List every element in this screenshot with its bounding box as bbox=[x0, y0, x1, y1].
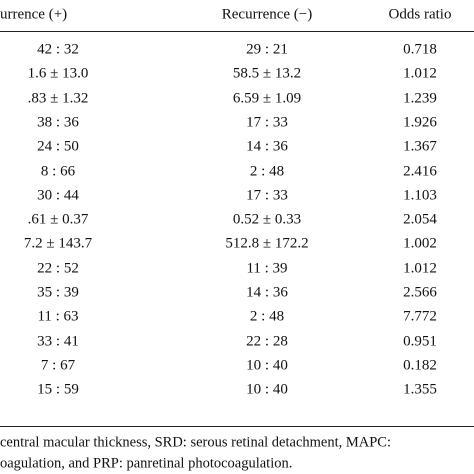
table-cell: 2 : 48 bbox=[249, 308, 285, 325]
footnote-line: central macular thickness, SRD: serous r… bbox=[0, 434, 392, 451]
table-cell: 1.012 bbox=[403, 65, 437, 82]
table-cell: 33 : 41 bbox=[37, 333, 79, 350]
table-cell: 1.012 bbox=[403, 260, 437, 277]
table-cell: 0.52 ± 0.33 bbox=[232, 211, 302, 228]
table-cell: 38 : 36 bbox=[37, 114, 79, 131]
table-cell: 1.103 bbox=[403, 187, 437, 204]
table-cell: 1.239 bbox=[403, 90, 437, 107]
column-header: Odds ratio bbox=[388, 6, 452, 23]
table-cell: 1.6 ± 13.0 bbox=[27, 65, 89, 82]
table-cell: 14 : 36 bbox=[246, 138, 288, 155]
table-cell: 10 : 40 bbox=[246, 357, 288, 374]
table-cell: 11 : 39 bbox=[246, 260, 288, 277]
table-cell: 0.718 bbox=[403, 41, 437, 58]
table-cell: 512.8 ± 172.2 bbox=[225, 235, 309, 252]
table-cell: 29 : 21 bbox=[246, 41, 288, 58]
table-cell: 22 : 52 bbox=[37, 260, 79, 277]
table-cell: 1.355 bbox=[403, 381, 437, 398]
column-header: Recurrence (−) bbox=[221, 6, 313, 23]
table-cell: 6.59 ± 1.09 bbox=[232, 90, 302, 107]
table-cell: 1.926 bbox=[403, 114, 437, 131]
table-cell: 8 : 66 bbox=[40, 163, 76, 179]
table-cell: 11 : 63 bbox=[37, 308, 79, 325]
table-cell: 2.416 bbox=[403, 163, 437, 179]
table-cell: 17 : 33 bbox=[246, 114, 288, 131]
header-rule bbox=[0, 31, 474, 32]
table-cell: 30 : 44 bbox=[37, 187, 79, 204]
table-cell: 7.772 bbox=[403, 308, 437, 325]
table-cell: 15 : 59 bbox=[37, 381, 79, 398]
table-cell: 7 : 67 bbox=[40, 357, 76, 374]
table-cell: 1.002 bbox=[403, 235, 437, 252]
table-cell: 14 : 36 bbox=[246, 284, 288, 301]
column-header: urrence (+) bbox=[0, 6, 68, 23]
table-cell: 2 : 48 bbox=[249, 163, 285, 179]
table-cell: 22 : 28 bbox=[246, 333, 288, 350]
table-cell: 10 : 40 bbox=[246, 381, 288, 398]
table-cell: .83 ± 1.32 bbox=[27, 90, 89, 107]
table-cell: 17 : 33 bbox=[246, 187, 288, 204]
bottom-rule bbox=[0, 426, 474, 427]
table-cell: 0.182 bbox=[403, 357, 437, 374]
table-cell: 42 : 32 bbox=[37, 41, 79, 58]
table-cell: 2.054 bbox=[403, 211, 437, 228]
table-cell: 1.367 bbox=[403, 138, 437, 155]
table-cell: 24 : 50 bbox=[37, 138, 79, 155]
table-cell: 0.951 bbox=[403, 333, 437, 350]
table-cell: 35 : 39 bbox=[37, 284, 79, 301]
table-cell: .61 ± 0.37 bbox=[27, 211, 89, 228]
table-cell: 58.5 ± 13.2 bbox=[232, 65, 302, 82]
footnote-line: oagulation, and PRP: panretinal photocoa… bbox=[0, 455, 293, 472]
table-cell: 7.2 ± 143.7 bbox=[23, 235, 93, 252]
table-cell: 2.566 bbox=[403, 284, 437, 301]
